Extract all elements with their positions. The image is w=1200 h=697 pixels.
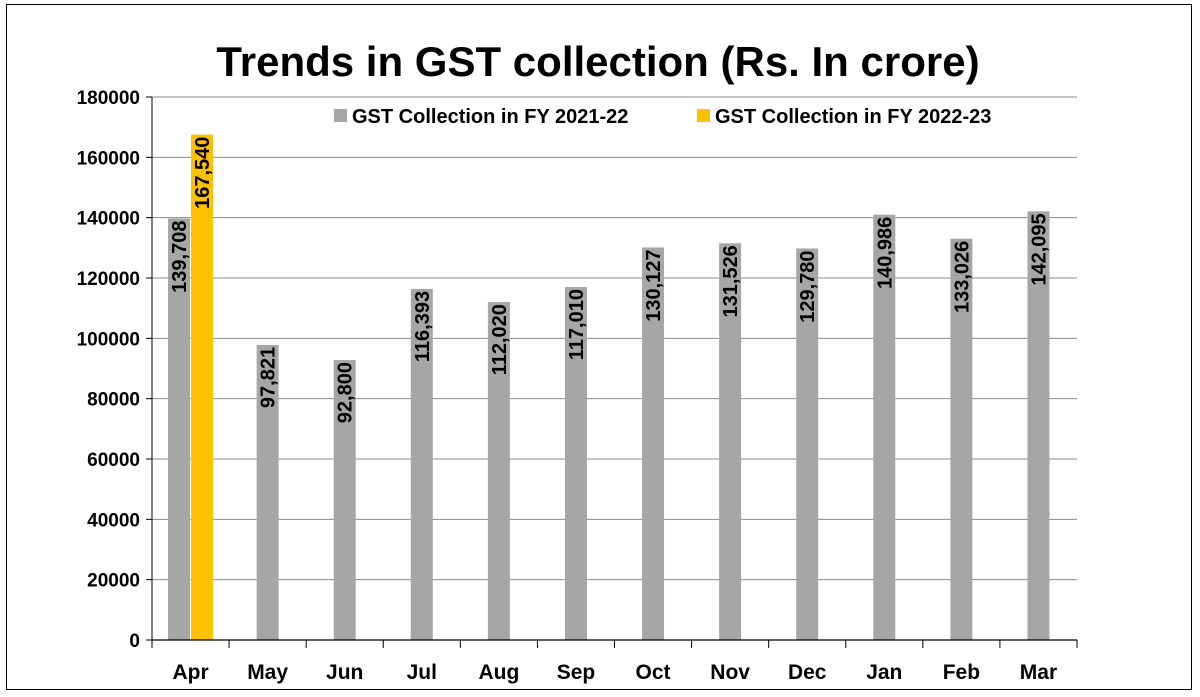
bar-oct-series-0 xyxy=(642,247,665,641)
bar-jan-series-0 xyxy=(873,214,896,640)
y-tick-label: 100000 xyxy=(77,329,140,350)
data-label-jun-series-0: 92,800 xyxy=(335,362,357,423)
bar-jun-series-0 xyxy=(333,360,356,640)
x-tick-label: Nov xyxy=(710,661,750,684)
data-label-aug-series-0: 112,020 xyxy=(489,304,511,375)
x-tick-label: Mar xyxy=(1020,661,1057,684)
data-label-dec-series-0: 129,780 xyxy=(797,250,819,322)
y-tick-label: 120000 xyxy=(77,269,140,290)
data-label-jul-series-0: 116,393 xyxy=(412,291,434,362)
data-label-apr-series-1: 167,540 xyxy=(192,137,214,209)
x-tick-label: Apr xyxy=(172,661,208,684)
data-label-mar-series-0: 142,095 xyxy=(1028,213,1050,285)
legend-swatch-fy-2022-23 xyxy=(697,109,710,122)
x-tick-label: Jun xyxy=(326,661,363,684)
y-tick-label: 80000 xyxy=(87,390,140,411)
y-tick-label: 20000 xyxy=(87,571,140,592)
data-label-apr-series-0: 139,708 xyxy=(169,221,191,293)
y-tick-label: 140000 xyxy=(77,209,140,230)
bar-jul-series-0 xyxy=(410,288,433,640)
bar-apr-series-1 xyxy=(191,134,214,641)
legend: GST Collection in FY 2021-22 GST Collect… xyxy=(334,106,991,128)
data-label-may-series-0: 97,821 xyxy=(258,347,280,408)
x-tick-label: Jan xyxy=(866,661,902,684)
y-tick-label: 40000 xyxy=(87,510,140,531)
y-tick-label: 60000 xyxy=(87,450,140,471)
bar-feb-series-0 xyxy=(950,238,973,640)
x-tick-label: Dec xyxy=(788,661,827,684)
legend-swatch-fy-2021-22 xyxy=(334,109,347,122)
bar-may-series-0 xyxy=(256,344,279,640)
x-tick-label: Feb xyxy=(943,661,980,684)
data-label-sep-series-0: 117,010 xyxy=(566,289,588,360)
x-tick-label: Aug xyxy=(478,661,519,684)
bar-aug-series-0 xyxy=(487,302,510,640)
x-tick-label: Jul xyxy=(407,661,437,684)
data-label-feb-series-0: 133,026 xyxy=(951,241,973,313)
bar-nov-series-0 xyxy=(719,243,742,640)
bar-apr-series-0 xyxy=(168,218,191,640)
x-tick-label: Oct xyxy=(636,661,671,684)
bars xyxy=(168,134,1050,641)
data-label-jan-series-0: 140,986 xyxy=(874,217,896,289)
y-tick-label: 160000 xyxy=(77,148,140,169)
data-label-oct-series-0: 130,127 xyxy=(643,249,665,321)
bar-mar-series-0 xyxy=(1027,211,1050,641)
y-tick-label: 180000 xyxy=(77,88,140,109)
chart-title: Trends in GST collection (Rs. In crore) xyxy=(216,38,979,85)
gridlines xyxy=(152,96,1077,581)
bar-sep-series-0 xyxy=(564,287,587,640)
legend-label-fy-2022-23: GST Collection in FY 2022-23 xyxy=(715,106,991,128)
y-tick-label: 0 xyxy=(129,631,140,652)
x-tick-label: May xyxy=(247,661,288,684)
x-tick-label: Sep xyxy=(557,661,596,684)
bar-dec-series-0 xyxy=(796,248,819,640)
legend-label-fy-2021-22: GST Collection in FY 2021-22 xyxy=(352,106,628,128)
data-label-nov-series-0: 131,526 xyxy=(720,245,742,317)
axes: 0 20000 40000 60000 80000 100000 120000 140000 1… xyxy=(77,88,1078,684)
